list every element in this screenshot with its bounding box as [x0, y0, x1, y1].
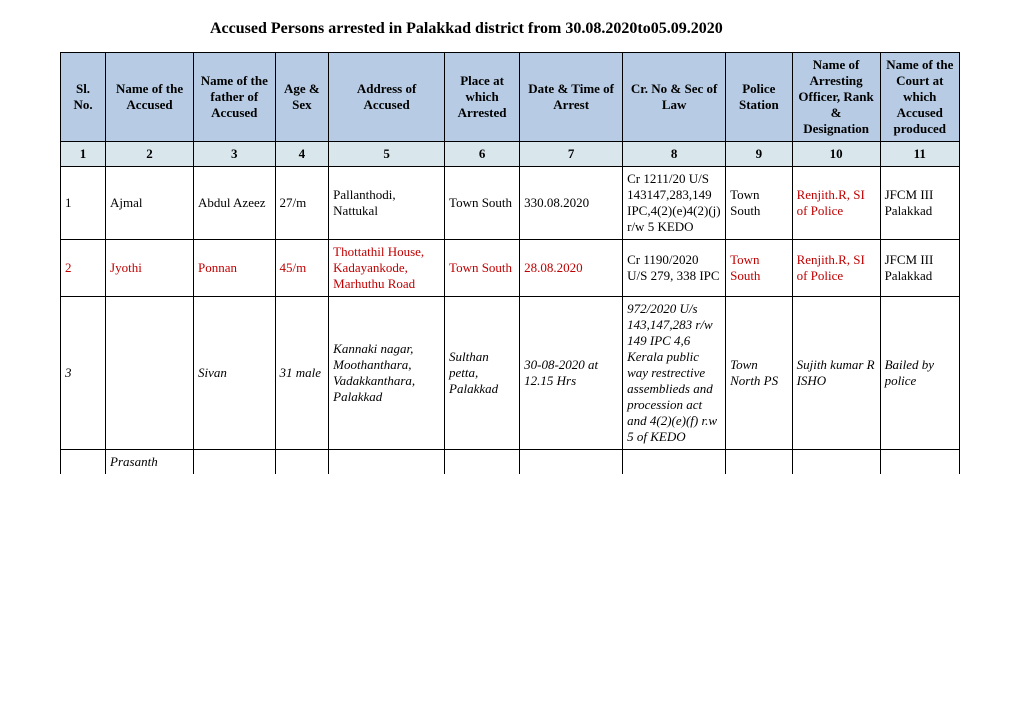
col-number: 7: [520, 142, 623, 167]
table-cell: 27/m: [275, 167, 329, 240]
table-cell: [61, 450, 106, 475]
table-cell: 1: [61, 167, 106, 240]
table-cell: Ajmal: [106, 167, 194, 240]
table-cell: JFCM III Palakkad: [880, 240, 959, 297]
table-number-row: 1234567891011: [61, 142, 960, 167]
table-row: Prasanth: [61, 450, 960, 475]
table-cell: 330.08.2020: [520, 167, 623, 240]
table-cell: [275, 450, 329, 475]
table-cell: Renjith.R, SI of Police: [792, 240, 880, 297]
table-cell: Town South: [726, 240, 793, 297]
table-cell: Town South: [445, 167, 520, 240]
table-row: 1AjmalAbdul Azeez27/mPallanthodi, Nattuk…: [61, 167, 960, 240]
table-cell: [880, 450, 959, 475]
table-cell: Thottathil House, Kadayankode, Marhuthu …: [329, 240, 445, 297]
col-header: Police Station: [726, 53, 793, 142]
table-cell: Ponnan: [194, 240, 276, 297]
table-cell: Cr 1190/2020 U/S 279, 338 IPC: [623, 240, 726, 297]
col-number: 8: [623, 142, 726, 167]
table-cell: 972/2020 U/s 143,147,283 r/w 149 IPC 4,6…: [623, 297, 726, 450]
table-cell: [194, 450, 276, 475]
col-number: 9: [726, 142, 793, 167]
col-number: 11: [880, 142, 959, 167]
col-header: Age & Sex: [275, 53, 329, 142]
table-cell: 30-08-2020 at 12.15 Hrs: [520, 297, 623, 450]
page-title: Accused Persons arrested in Palakkad dis…: [210, 20, 960, 38]
col-header: Name of the Court at which Accused produ…: [880, 53, 959, 142]
table-cell: [329, 450, 445, 475]
table-cell: [792, 450, 880, 475]
table-cell: Cr 1211/20 U/S 143147,283,149 IPC,4(2)(e…: [623, 167, 726, 240]
table-cell: Sulthan petta, Palakkad: [445, 297, 520, 450]
table-header-row: Sl. No.Name of the AccusedName of the fa…: [61, 53, 960, 142]
col-header: Name of the Accused: [106, 53, 194, 142]
table-cell: Sujith kumar R ISHO: [792, 297, 880, 450]
table-cell: 3: [61, 297, 106, 450]
table-cell: Renjith.R, SI of Police: [792, 167, 880, 240]
col-header: Place at which Arrested: [445, 53, 520, 142]
table-cell: [623, 450, 726, 475]
table-cell: [726, 450, 793, 475]
table-cell: 28.08.2020: [520, 240, 623, 297]
table-cell: 31 male: [275, 297, 329, 450]
table-cell: JFCM III Palakkad: [880, 167, 959, 240]
col-header: Name of the father of Accused: [194, 53, 276, 142]
table-cell: Sivan: [194, 297, 276, 450]
table-cell: [106, 297, 194, 450]
table-cell: Bailed by police: [880, 297, 959, 450]
col-header: Address of Accused: [329, 53, 445, 142]
col-header: Date & Time of Arrest: [520, 53, 623, 142]
col-header: Name of Arresting Officer, Rank & Design…: [792, 53, 880, 142]
table-cell: Town South: [445, 240, 520, 297]
table-cell: Abdul Azeez: [194, 167, 276, 240]
table-cell: 2: [61, 240, 106, 297]
table-row: 3 Sivan31 maleKannaki nagar, Moothanthara…: [61, 297, 960, 450]
table-cell: Town South: [726, 167, 793, 240]
table-row: 2JyothiPonnan45/mThottathil House, Kaday…: [61, 240, 960, 297]
col-number: 3: [194, 142, 276, 167]
table-cell: [520, 450, 623, 475]
col-number: 4: [275, 142, 329, 167]
col-number: 10: [792, 142, 880, 167]
col-number: 2: [106, 142, 194, 167]
table-cell: Kannaki nagar, Moothanthara, Vadakkantha…: [329, 297, 445, 450]
table-body: 1AjmalAbdul Azeez27/mPallanthodi, Nattuk…: [61, 167, 960, 475]
col-header: Sl. No.: [61, 53, 106, 142]
arrests-table: Sl. No.Name of the AccusedName of the fa…: [60, 52, 960, 474]
col-header: Cr. No & Sec of Law: [623, 53, 726, 142]
table-cell: 45/m: [275, 240, 329, 297]
table-cell: Jyothi: [106, 240, 194, 297]
table-cell: Prasanth: [106, 450, 194, 475]
col-number: 5: [329, 142, 445, 167]
col-number: 6: [445, 142, 520, 167]
table-cell: Town North PS: [726, 297, 793, 450]
table-cell: Pallanthodi, Nattukal: [329, 167, 445, 240]
col-number: 1: [61, 142, 106, 167]
table-cell: [445, 450, 520, 475]
